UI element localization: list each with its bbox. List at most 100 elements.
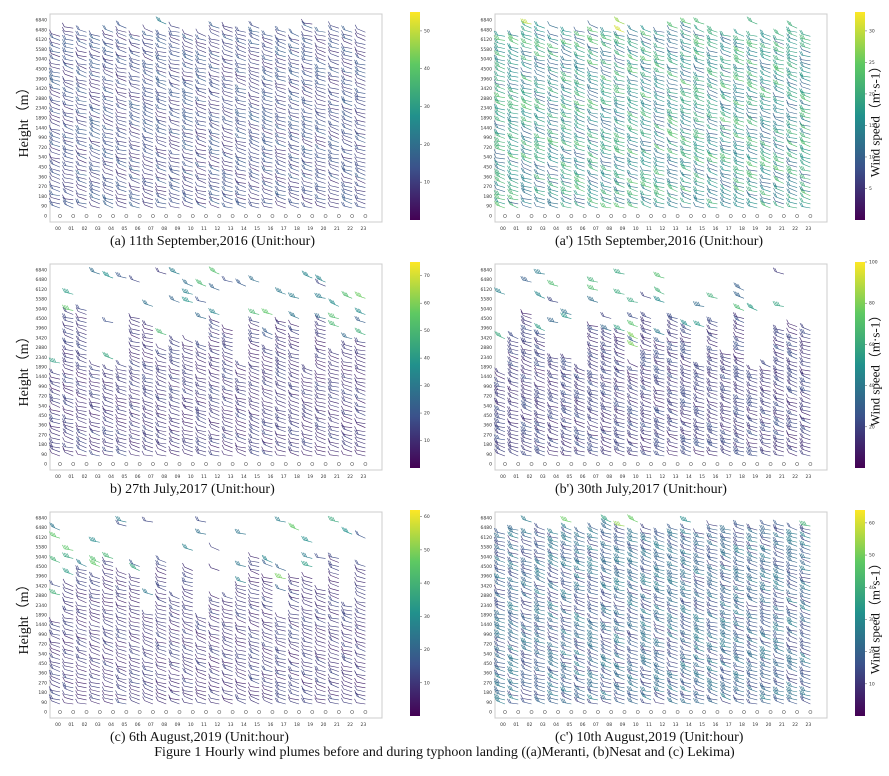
wind-barb xyxy=(746,201,758,209)
wind-barb xyxy=(354,639,366,648)
wind-barb xyxy=(208,196,220,205)
wind-barb xyxy=(533,37,545,45)
wind-barb xyxy=(142,143,154,152)
wind-barb xyxy=(76,558,87,567)
wind-barb xyxy=(587,179,599,188)
wind-barb xyxy=(128,88,140,94)
wind-barb xyxy=(759,184,771,192)
wind-barb xyxy=(600,30,612,37)
wind-barb xyxy=(155,356,167,364)
wind-barb xyxy=(301,593,313,600)
wind-barb xyxy=(101,605,114,612)
wind-barb xyxy=(626,144,638,152)
wind-barb xyxy=(235,412,246,420)
wind-barb xyxy=(679,145,691,152)
wind-barb xyxy=(746,421,758,428)
wind-barb xyxy=(155,103,167,111)
wind-barb xyxy=(62,630,74,636)
wind-barb xyxy=(194,426,207,433)
wind-barb xyxy=(314,621,326,628)
wind-barb xyxy=(248,156,260,164)
wind-barb xyxy=(786,57,798,66)
wind-barb xyxy=(640,445,652,453)
wind-barb xyxy=(62,605,74,612)
wind-barb xyxy=(733,359,745,368)
wind-barb xyxy=(141,397,153,404)
wind-barb xyxy=(746,50,758,58)
wind-barb xyxy=(679,368,691,376)
calm-marker xyxy=(124,710,129,714)
wind-barb xyxy=(142,419,154,428)
wind-barb xyxy=(101,437,114,445)
wind-barb xyxy=(261,689,273,697)
y-tick-label: 0 xyxy=(44,710,47,716)
wind-barb xyxy=(49,114,61,123)
wind-barb xyxy=(115,102,127,111)
wind-barb xyxy=(76,343,87,352)
wind-barb xyxy=(195,111,207,119)
wind-barb xyxy=(786,176,798,184)
wind-barb xyxy=(720,448,731,457)
wind-barb xyxy=(195,45,207,53)
wind-barb xyxy=(195,397,207,404)
wind-barb xyxy=(128,46,140,53)
wind-barb xyxy=(587,396,599,404)
wind-barb xyxy=(234,104,246,111)
calm-marker xyxy=(323,710,328,714)
x-tick-label: 10 xyxy=(633,722,639,728)
wind-barb xyxy=(521,590,532,600)
wind-barb xyxy=(314,428,326,437)
wind-barb xyxy=(573,132,585,139)
colorbar-tick-label: 30 xyxy=(424,104,430,110)
wind-barb xyxy=(141,324,154,331)
wind-barb xyxy=(560,153,572,160)
wind-barb xyxy=(613,108,625,115)
wind-barb xyxy=(507,100,519,107)
wind-barb xyxy=(208,122,220,131)
wind-barb xyxy=(208,21,220,29)
calm-marker xyxy=(124,214,129,218)
wind-barb xyxy=(520,275,532,283)
wind-barb xyxy=(314,697,326,705)
wind-barb xyxy=(521,403,532,412)
wind-barb xyxy=(182,567,193,575)
wind-barb xyxy=(341,30,353,37)
calm-marker xyxy=(516,710,521,714)
wind-barb xyxy=(692,79,705,86)
wind-barb xyxy=(534,343,545,352)
wind-barb xyxy=(141,677,154,685)
wind-barb xyxy=(653,115,665,123)
wind-barb xyxy=(102,176,114,184)
wind-barb xyxy=(314,421,326,428)
calm-marker xyxy=(244,462,248,466)
wind-barb xyxy=(115,181,127,188)
wind-barb xyxy=(195,692,207,701)
wind-barb xyxy=(89,403,100,412)
calm-marker xyxy=(609,462,614,466)
wind-barb xyxy=(115,194,127,201)
wind-barb xyxy=(772,107,784,115)
wind-barb xyxy=(327,409,339,416)
wind-barb xyxy=(653,86,665,94)
wind-barb xyxy=(785,145,798,152)
wind-barb xyxy=(666,159,678,168)
wind-barb xyxy=(274,450,286,457)
wind-barb xyxy=(62,304,74,311)
wind-barb xyxy=(573,197,585,205)
wind-barb xyxy=(88,409,100,416)
wind-barb xyxy=(354,73,366,82)
wind-barb xyxy=(142,78,154,86)
wind-barb xyxy=(666,441,678,449)
wind-barb xyxy=(328,122,339,131)
x-tick-label: 03 xyxy=(95,722,101,728)
x-tick-label: 10 xyxy=(188,226,194,232)
wind-barb xyxy=(573,90,585,98)
wind-barb xyxy=(195,631,207,640)
wind-barb xyxy=(261,103,273,111)
wind-barb xyxy=(49,522,61,531)
wind-barb xyxy=(89,168,100,176)
wind-barb xyxy=(261,644,273,652)
calm-marker xyxy=(503,710,507,714)
y-tick-label: 6120 xyxy=(481,287,493,293)
wind-barb xyxy=(520,152,532,160)
